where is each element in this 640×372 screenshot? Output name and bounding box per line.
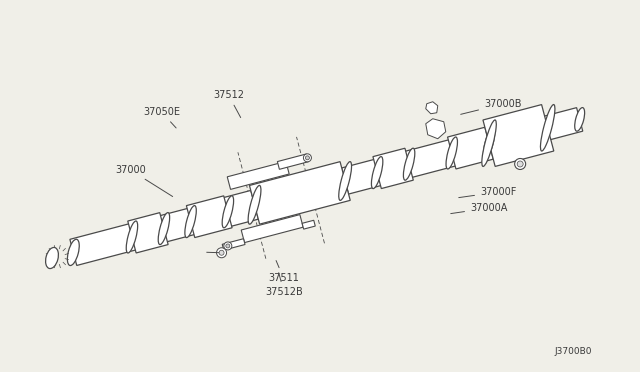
Polygon shape [155, 207, 199, 243]
Text: 37512B: 37512B [265, 273, 303, 297]
Circle shape [219, 250, 224, 255]
Polygon shape [342, 158, 386, 194]
Text: 37512: 37512 [213, 90, 244, 118]
Ellipse shape [45, 247, 58, 269]
Ellipse shape [483, 127, 495, 159]
Polygon shape [426, 119, 445, 139]
Polygon shape [128, 213, 168, 253]
Polygon shape [70, 222, 141, 266]
Text: 37000A: 37000A [451, 203, 508, 214]
Polygon shape [401, 138, 461, 179]
Ellipse shape [222, 196, 234, 228]
Text: 37000: 37000 [115, 165, 173, 196]
Polygon shape [540, 108, 583, 141]
Text: 37000B: 37000B [461, 99, 522, 114]
Polygon shape [302, 220, 316, 229]
Polygon shape [277, 154, 308, 169]
Text: 37511: 37511 [268, 260, 299, 283]
Ellipse shape [158, 213, 170, 245]
Text: 37000F: 37000F [459, 187, 516, 198]
Ellipse shape [126, 221, 138, 253]
Ellipse shape [339, 161, 351, 201]
Text: J3700B0: J3700B0 [554, 347, 592, 356]
Polygon shape [447, 127, 493, 169]
Ellipse shape [540, 105, 555, 151]
Ellipse shape [575, 108, 584, 131]
Circle shape [515, 158, 525, 170]
Circle shape [224, 242, 232, 250]
Ellipse shape [403, 148, 415, 180]
Text: 37050E: 37050E [143, 107, 180, 128]
Ellipse shape [248, 185, 261, 224]
Polygon shape [483, 105, 554, 166]
Ellipse shape [482, 120, 496, 166]
Circle shape [226, 244, 230, 248]
Polygon shape [373, 148, 413, 189]
Circle shape [305, 156, 309, 160]
Circle shape [303, 154, 312, 162]
Ellipse shape [185, 206, 196, 238]
Polygon shape [426, 102, 438, 114]
Ellipse shape [446, 137, 458, 169]
Polygon shape [214, 190, 259, 229]
Ellipse shape [67, 239, 79, 266]
Polygon shape [222, 239, 245, 250]
Polygon shape [241, 215, 303, 243]
Polygon shape [250, 162, 350, 224]
Polygon shape [227, 161, 289, 189]
Ellipse shape [371, 157, 383, 189]
Circle shape [517, 161, 523, 167]
Polygon shape [186, 196, 232, 238]
Circle shape [216, 248, 227, 258]
